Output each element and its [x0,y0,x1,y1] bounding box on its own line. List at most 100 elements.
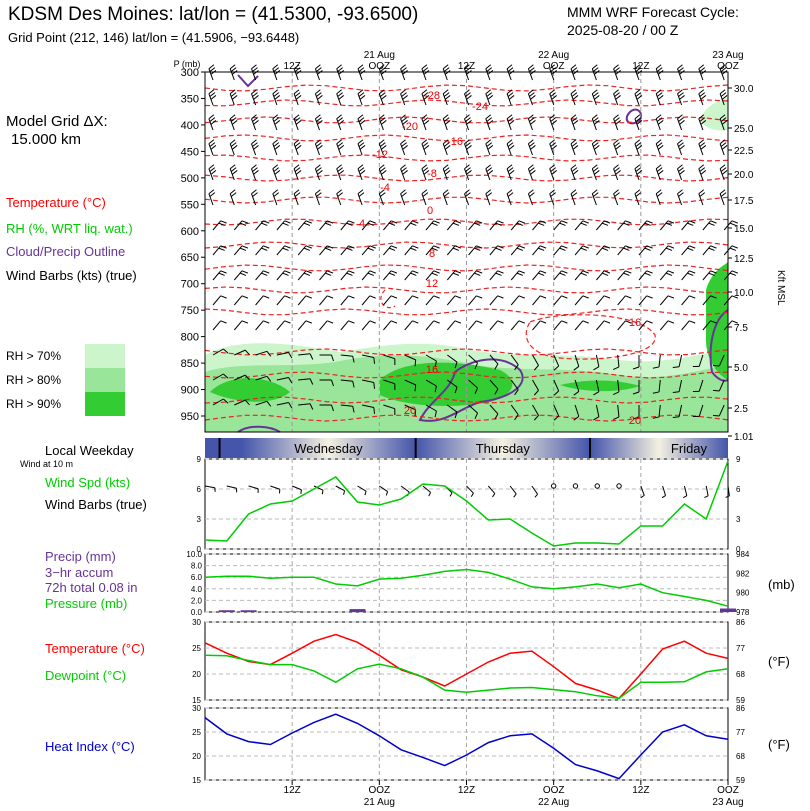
surface-wind-barb-icon [379,485,389,496]
wind-barb-feather [327,270,334,274]
wind-barb-feather [414,384,417,392]
wind-barb-feather [295,145,302,150]
isotherm-label: -28 [424,90,440,102]
pressure-tick-label: 400 [181,120,199,132]
wind-barb-feather [412,220,419,224]
wind-barb-icon [553,404,560,421]
wind-barb-feather [655,189,662,195]
wind-barb-feather [252,192,258,197]
wind-barb-feather [443,117,450,122]
wind-barb-feather [646,245,653,249]
wind-barb-feather [253,145,259,150]
wind-barb-feather [338,170,345,175]
wind-barb-feather [209,192,216,197]
wind-barb-shaft [532,379,539,391]
wind-barb-shaft [297,295,307,306]
wind-barb-icon [532,320,547,331]
wind-barb-shaft [638,320,648,331]
wind-barb-feather [210,145,217,150]
wind-barb-icon [532,220,547,231]
wind-barb-icon [229,189,237,206]
wind-barb-feather [640,494,645,499]
wind-barb-shaft [404,354,416,361]
wind-barb-icon [383,404,396,416]
pressure-tick-label: 800 [181,332,199,344]
wind-barb-feather [689,320,696,324]
wind-barb-feather [357,139,364,145]
wind-barb-feather [210,120,217,125]
wind-barb-shaft [297,220,307,231]
wind-barb-feather [594,170,600,175]
wind-barb-feather [518,245,525,249]
wind-barb-icon [506,64,515,81]
wind-barb-feather [625,295,632,299]
wind-barb-shaft [510,379,519,391]
wind-barb-feather [708,222,715,226]
wind-barb-shaft [574,320,584,331]
wind-barb-shaft [596,220,605,231]
surface-wind-barb-icon [335,485,346,495]
wind-barb-feather [282,272,289,276]
wind-barb-shaft [233,220,243,231]
wind-barb-shaft [655,118,661,131]
wind-barb-icon [293,189,301,206]
wind-barb-feather [220,295,227,299]
wind-barb-shaft [617,245,626,256]
precip-y-tick: 6.0 [191,573,203,582]
wind-barb-icon [212,398,229,406]
wind-barb-feather [593,366,600,371]
wind-barb-shaft [229,193,235,206]
wind-barb-shaft [319,295,328,306]
wind-barb-icon [361,295,376,306]
wind-barb-icon [255,270,270,281]
wind-barb-icon [255,375,272,382]
wind-barb-feather [632,416,640,420]
wind-barb-feather [253,95,259,100]
wind-barb-icon [659,295,675,306]
wind-barb-shaft [510,245,520,256]
wind-barb-feather [570,114,577,120]
wind-barb-shaft [276,377,289,381]
wind-barb-icon [229,139,238,156]
precip-y-tick: 2.0 [191,596,203,605]
wind-barb-icon [712,354,725,367]
wind-barb-feather [305,220,312,224]
wind-barb-feather [710,320,717,324]
wind-barb-shaft [251,93,257,106]
wind-barb-feather [454,295,462,299]
wind-barb-feather [336,189,342,195]
wind-barb-feather [401,117,407,122]
wind-barb-shaft [553,354,560,367]
wind-barb-shaft [634,68,640,81]
wind-barb-shaft [464,68,470,81]
wind-barb-shaft [404,245,413,256]
wind-barb-shaft [677,68,683,81]
wind-barb-feather [433,220,440,224]
wind-barb-shaft [570,143,576,156]
wind-barb-feather [710,295,717,299]
wind-barb-shaft [421,118,427,131]
wind-barb-feather [244,374,250,381]
wind-barb-icon [212,295,227,306]
wind-barb-feather [712,364,720,367]
wind-barb-shaft [313,485,324,491]
wind-barb-shaft [464,118,470,131]
wind-barb-shaft [293,118,299,131]
precip-bar [349,609,366,612]
wind-barb-feather [613,139,619,145]
height-tick-label: 25.0 [734,124,754,135]
wind-barb-icon [527,89,536,106]
wind-barb-shaft [719,143,725,156]
wind-barb-icon [442,189,450,206]
wind-barb-shaft [464,143,470,156]
wind-barb-feather [561,295,568,299]
wind-barb-feather [615,95,621,100]
wind-barb-shaft [485,93,491,106]
wind-barb-shaft [442,168,448,181]
wind-barb-icon [293,164,302,181]
wind-barb-feather [327,295,334,299]
weekday-bar: Wednesday Thursday Friday [205,438,728,458]
wind-barb-feather [229,89,236,95]
wind-barb-shaft [336,68,342,81]
wind-barb-feather [444,170,451,175]
